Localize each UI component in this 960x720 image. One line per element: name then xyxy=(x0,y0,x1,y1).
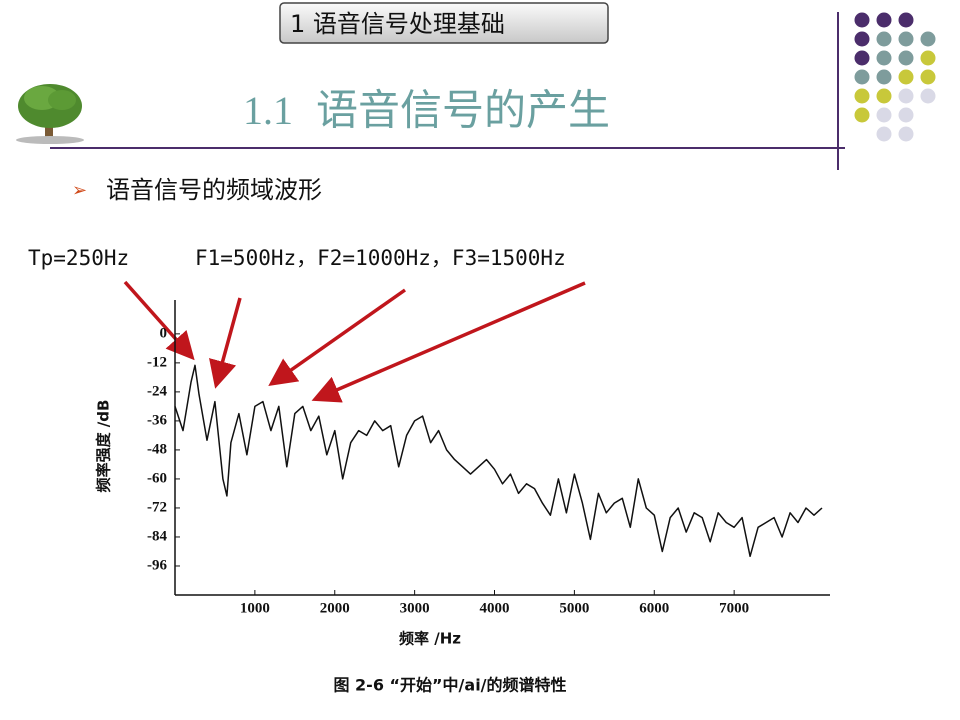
dot xyxy=(876,126,892,142)
annotation: Tp=250Hz xyxy=(28,246,129,270)
y-axis-label: 频率强度 /dB xyxy=(95,400,113,493)
dot xyxy=(898,12,914,28)
x-tick-label: 5000 xyxy=(559,600,589,616)
x-axis-label: 频率 /Hz xyxy=(399,630,461,648)
dot xyxy=(920,31,936,47)
dot xyxy=(854,69,870,85)
header: 1 语音信号处理基础 xyxy=(290,10,505,38)
dot xyxy=(876,50,892,66)
y-tick-label: 0 xyxy=(160,325,168,341)
dot xyxy=(854,50,870,66)
dot-grid xyxy=(854,12,936,142)
x-tick-label: 1000 xyxy=(240,600,270,616)
title-number: 1.1 xyxy=(243,88,293,133)
bullet: 语音信号的频域波形 xyxy=(106,176,322,204)
dot xyxy=(898,69,914,85)
x-tick-label: 3000 xyxy=(400,600,430,616)
header-box xyxy=(279,2,609,44)
slide-title: 语音信号的产生 xyxy=(316,86,610,135)
dot xyxy=(854,12,870,28)
bullet-mark: ➢ xyxy=(72,180,87,201)
x-tick-label: 7000 xyxy=(719,600,749,616)
dot xyxy=(898,50,914,66)
dot xyxy=(898,107,914,123)
dot xyxy=(876,31,892,47)
x-tick-label: 6000 xyxy=(639,600,669,616)
dot xyxy=(876,69,892,85)
y-tick-label: -48 xyxy=(147,441,167,457)
annotation: F1=500Hz，F2=1000Hz，F3=1500Hz xyxy=(195,246,566,270)
dot xyxy=(920,50,936,66)
tree-icon xyxy=(16,84,84,144)
dot xyxy=(898,31,914,47)
spectrum-line xyxy=(174,364,823,558)
dot xyxy=(854,107,870,123)
x-tick-label: 4000 xyxy=(480,600,510,616)
dot xyxy=(920,88,936,104)
y-tick-label: -60 xyxy=(147,470,167,486)
dot xyxy=(898,126,914,142)
y-tick-label: -12 xyxy=(147,354,167,370)
y-tick-label: -72 xyxy=(147,499,167,515)
arrows xyxy=(123,280,586,403)
dot xyxy=(876,107,892,123)
dot xyxy=(876,12,892,28)
dot xyxy=(854,31,870,47)
dot xyxy=(920,69,936,85)
dot xyxy=(898,88,914,104)
x-tick-label: 2000 xyxy=(320,600,350,616)
dot xyxy=(854,88,870,104)
chart-title: 图 2-6 “开始”中/ai/的频谱特性 xyxy=(333,676,566,695)
dot xyxy=(876,88,892,104)
y-tick-label: -84 xyxy=(147,528,167,544)
y-tick-label: -36 xyxy=(147,412,167,428)
y-tick-label: -24 xyxy=(147,383,167,399)
y-tick-label: -96 xyxy=(147,557,167,573)
